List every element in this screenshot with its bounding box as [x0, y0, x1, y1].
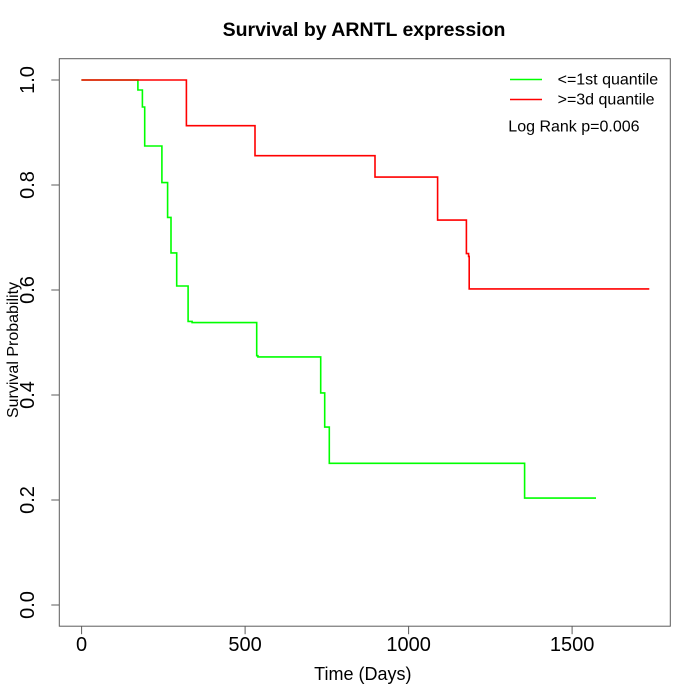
- svg-text:Time (Days): Time (Days): [314, 664, 411, 684]
- svg-text:>=3d quantile: >=3d quantile: [558, 92, 655, 109]
- svg-text:1500: 1500: [550, 634, 595, 656]
- svg-text:0.0: 0.0: [17, 591, 39, 619]
- svg-text:500: 500: [228, 634, 261, 656]
- svg-text:Survival Probability: Survival Probability: [5, 282, 22, 418]
- svg-text:<=1st quantile: <=1st quantile: [558, 72, 659, 89]
- svg-text:1.0: 1.0: [17, 66, 39, 94]
- svg-text:Survival by ARNTL expression: Survival by ARNTL expression: [223, 19, 506, 41]
- svg-text:0.2: 0.2: [17, 486, 39, 514]
- svg-text:0: 0: [76, 634, 87, 656]
- svg-text:1000: 1000: [386, 634, 431, 656]
- svg-text:Log Rank p=0.006: Log Rank p=0.006: [508, 119, 639, 136]
- svg-text:0.8: 0.8: [17, 171, 39, 199]
